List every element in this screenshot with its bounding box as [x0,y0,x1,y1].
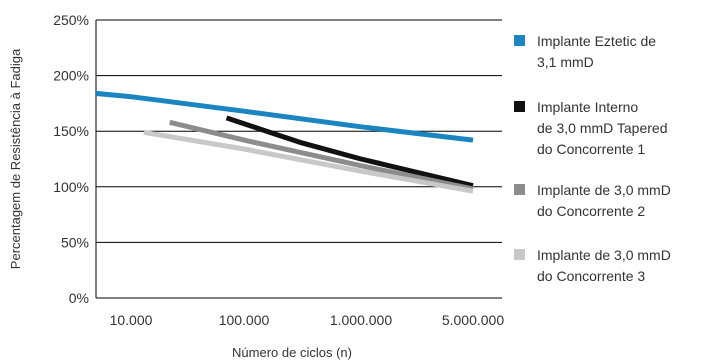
legend-label-3-line-0: Implante de 3,0 mmD [537,247,671,263]
legend-label-2-line-1: do Concorrente 2 [537,203,645,219]
legend-swatch-0 [514,35,525,46]
legend-item-1: Implante Interno de 3,0 mmD Tapered do Con… [514,99,667,157]
legend-item-3: Implante de 3,0 mmD do Concorrente 3 [514,247,671,284]
y-tick-label-4: 200% [53,68,89,84]
series-line-2 [169,119,474,192]
y-axis-title: Percentagem de Resistência à Fadiga [8,48,23,269]
legend-label-2-line-0: Implante de 3,0 mmD [537,182,671,198]
legend-swatch-3 [514,249,525,260]
y-tick-label-1: 50% [61,234,89,250]
legend-item-2: Implante de 3,0 mmD do Concorrente 2 [514,182,671,219]
x-tick-label-3: 5.000.000 [442,312,504,328]
x-axis-title: Número de ciclos (n) [232,345,352,360]
x-tick-label-0: 10.000 [110,312,153,328]
x-tick-label-2: 1.000.000 [330,312,392,328]
legend-label-3-line-1: do Concorrente 3 [537,268,645,284]
legend-label-0-line-1: 3,1 mmD [537,54,594,70]
series-line-0 [96,90,474,143]
legend-label-1-line-2: do Concorrente 1 [537,141,645,157]
legend-swatch-1 [514,101,525,112]
y-tick-label-3: 150% [53,123,89,139]
legend-label-1-line-0: Implante Interno [537,99,638,115]
grid-lines [95,19,502,299]
y-tick-label-0: 0% [69,290,89,306]
legend: Implante Eztetic de 3,1 mmD Implante Inter… [514,33,671,284]
legend-swatch-2 [514,184,525,195]
x-axis-ticks: 10.000 100.000 1.000.000 5.000.000 [110,312,505,328]
x-tick-label-1: 100.000 [219,312,270,328]
y-tick-label-2: 100% [53,179,89,195]
series-line-3 [143,129,474,194]
y-tick-label-5: 250% [53,12,89,28]
legend-label-1-line-1: de 3,0 mmD Tapered [537,120,667,136]
series-line-1 [225,115,474,189]
legend-item-0: Implante Eztetic de 3,1 mmD [514,33,656,70]
series-lines [96,90,474,194]
y-axis-ticks: 0% 50% 100% 150% 200% 250% [53,12,89,306]
legend-label-0-line-0: Implante Eztetic de [537,33,656,49]
